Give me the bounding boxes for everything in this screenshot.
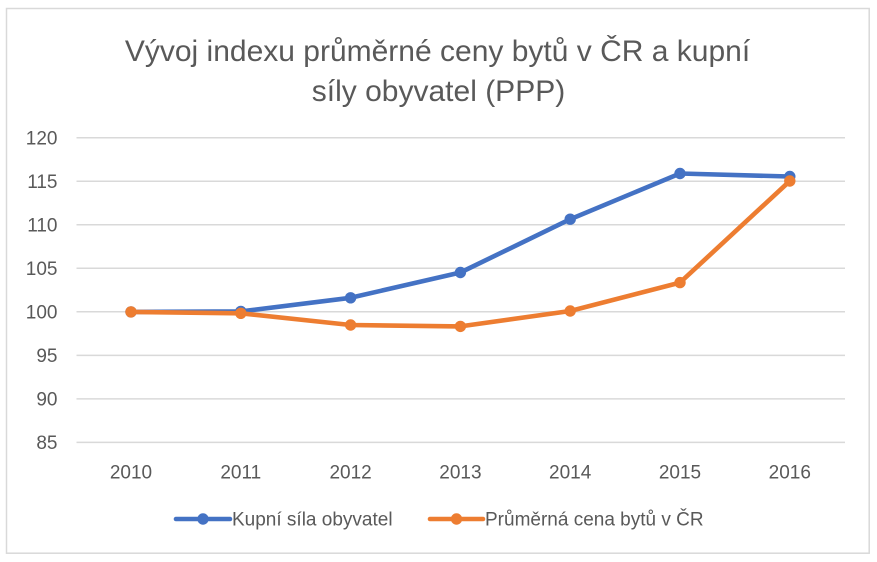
svg-text:95: 95 [36,346,57,367]
svg-text:115: 115 [27,172,57,193]
svg-text:Vývoj indexu průměrné ceny byt: Vývoj indexu průměrné ceny bytů v ČR a k… [125,34,751,68]
svg-text:2013: 2013 [439,463,481,484]
svg-text:2016: 2016 [769,463,811,484]
svg-text:2012: 2012 [329,463,371,484]
svg-text:90: 90 [36,390,57,411]
svg-text:110: 110 [27,216,57,237]
svg-text:120: 120 [26,129,58,150]
svg-text:Kupní síla obyvatel: Kupní síla obyvatel [232,510,393,531]
svg-text:100: 100 [26,303,58,324]
svg-text:2011: 2011 [220,463,261,484]
svg-text:2014: 2014 [549,463,592,484]
svg-text:síly obyvatel (PPP): síly obyvatel (PPP) [312,75,565,108]
svg-text:2010: 2010 [110,463,152,484]
svg-text:105: 105 [26,259,58,280]
svg-text:85: 85 [36,433,57,454]
svg-text:2015: 2015 [659,463,701,484]
svg-text:Průměrná cena bytů v ČR: Průměrná cena bytů v ČR [485,509,704,531]
